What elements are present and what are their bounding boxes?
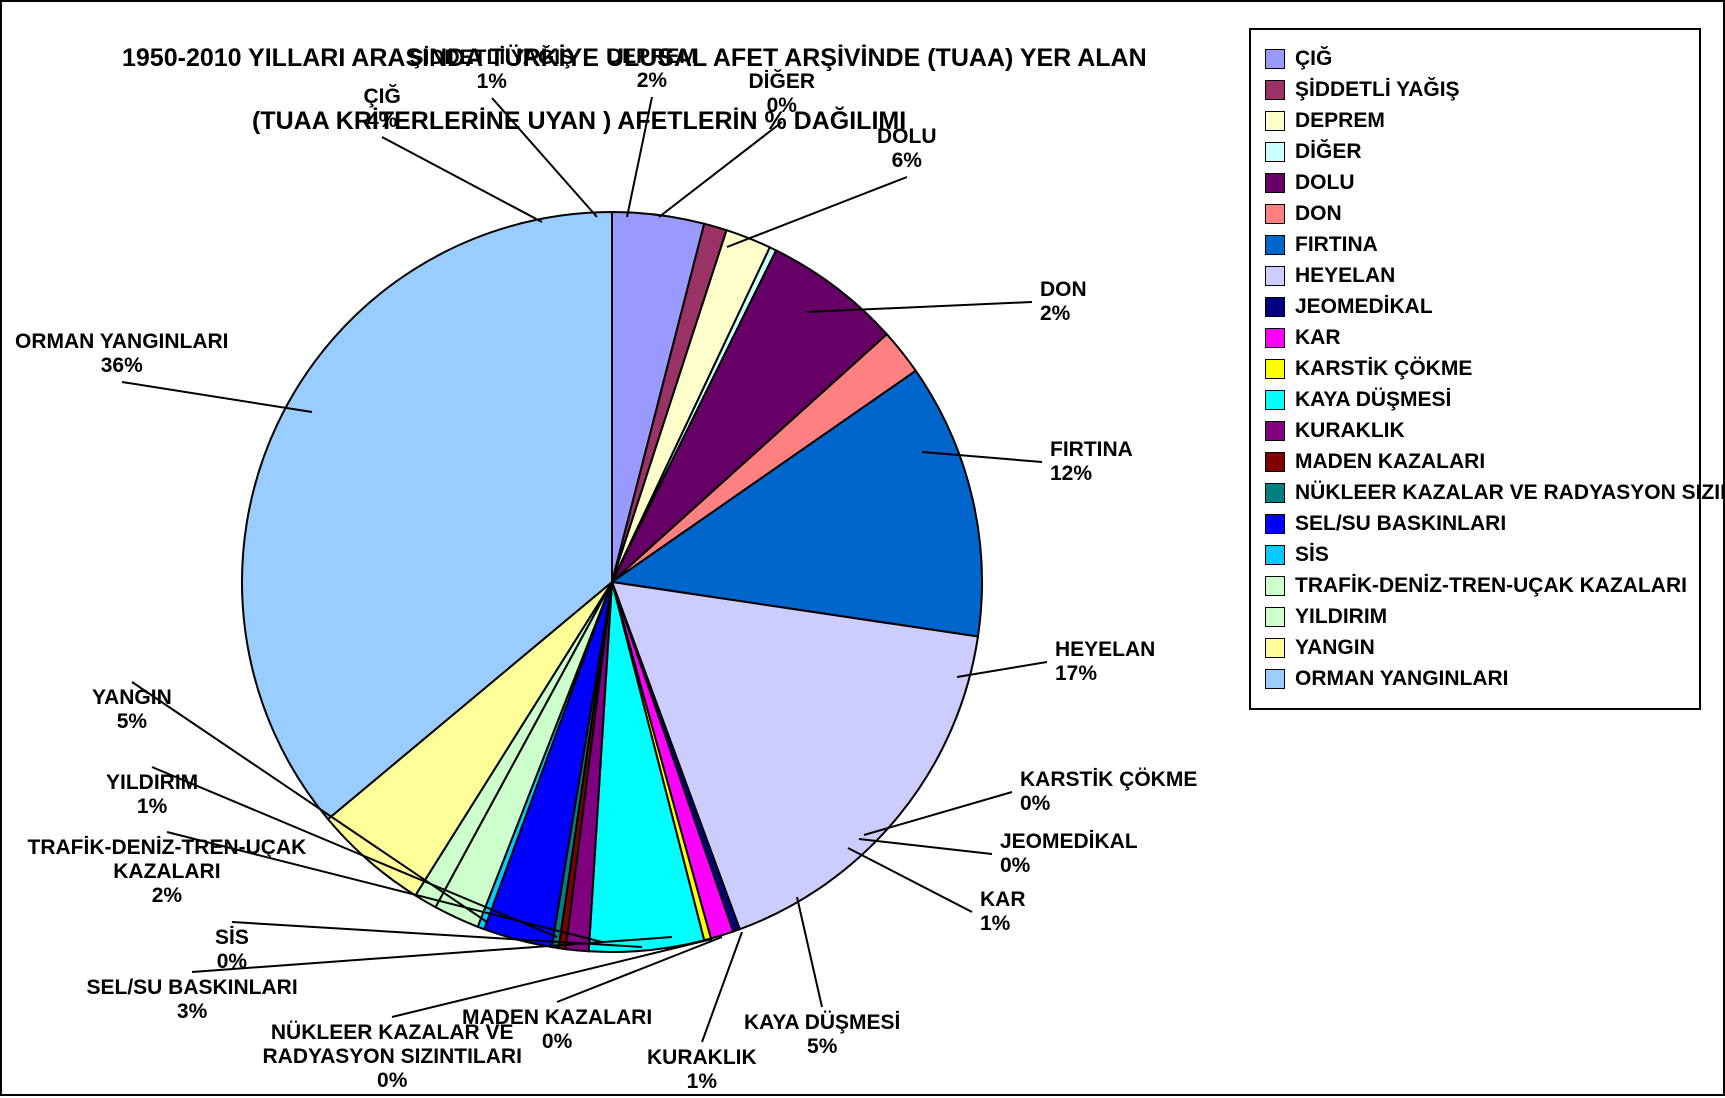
slice-label: KAR 1% — [980, 888, 1026, 936]
legend-swatch — [1265, 607, 1285, 627]
slice-label: DİĞER 0% — [749, 70, 816, 118]
legend-item: DİĞER — [1265, 140, 1685, 164]
legend-item: KURAKLIK — [1265, 419, 1685, 443]
legend-swatch — [1265, 545, 1285, 565]
leader-line — [859, 839, 992, 854]
legend-swatch — [1265, 142, 1285, 162]
legend-swatch — [1265, 576, 1285, 596]
leader-line — [727, 177, 907, 247]
legend-label: ŞİDDETLİ YAĞIŞ — [1295, 78, 1460, 102]
slice-label: HEYELAN 17% — [1055, 638, 1155, 686]
legend-item: NÜKLEER KAZALAR VE RADYASYON SIZINTILARI — [1265, 481, 1685, 505]
legend-label: KAR — [1295, 326, 1341, 350]
legend-swatch — [1265, 390, 1285, 410]
slice-label: DEPREM 2% — [607, 45, 697, 93]
slice-label: DOLU 6% — [877, 125, 937, 173]
legend-label: HEYELAN — [1295, 264, 1395, 288]
legend-label: ÇIĞ — [1295, 47, 1332, 71]
slice-label: DON 2% — [1040, 278, 1087, 326]
figure-frame: 1950-2010 YILLARI ARASINDA TÜRKİYE ULUSA… — [0, 0, 1725, 1096]
leader-line — [702, 932, 742, 1042]
legend-item: FIRTINA — [1265, 233, 1685, 257]
legend-item: TRAFİK-DENİZ-TREN-UÇAK KAZALARI — [1265, 574, 1685, 598]
legend-label: YILDIRIM — [1295, 605, 1387, 629]
leader-line — [797, 897, 822, 1007]
legend-swatch — [1265, 359, 1285, 379]
legend-item: SİS — [1265, 543, 1685, 567]
legend-label: TRAFİK-DENİZ-TREN-UÇAK KAZALARI — [1295, 574, 1687, 598]
legend-item: HEYELAN — [1265, 264, 1685, 288]
slice-label: ORMAN YANGINLARI 36% — [15, 330, 229, 378]
legend-swatch — [1265, 638, 1285, 658]
leader-line — [627, 97, 652, 217]
legend-label: KURAKLIK — [1295, 419, 1405, 443]
legend-swatch — [1265, 235, 1285, 255]
slice-label: SİS 0% — [215, 926, 249, 974]
legend-swatch — [1265, 173, 1285, 193]
legend-swatch — [1265, 452, 1285, 472]
leader-line — [492, 98, 597, 217]
legend-item: JEOMEDİKAL — [1265, 295, 1685, 319]
pie-chart-area: ÇIĞ 4%ŞİDDETLİ YAĞIŞ 1% DEPREM 2% DİĞER 0%… — [2, 2, 1202, 1098]
legend-swatch — [1265, 514, 1285, 534]
legend-label: KAYA DÜŞMESİ — [1295, 388, 1451, 412]
slice-label: KURAKLIK 1% — [647, 1046, 757, 1094]
legend-item: YILDIRIM — [1265, 605, 1685, 629]
legend-label: KARSTİK ÇÖKME — [1295, 357, 1472, 381]
legend-item: YANGIN — [1265, 636, 1685, 660]
slice-label: KARSTİK ÇÖKME 0% — [1020, 768, 1197, 816]
legend-swatch — [1265, 669, 1285, 689]
legend-swatch — [1265, 49, 1285, 69]
legend-item: DEPREM — [1265, 109, 1685, 133]
legend-label: MADEN KAZALARI — [1295, 450, 1485, 474]
legend-item: ŞİDDETLİ YAĞIŞ — [1265, 78, 1685, 102]
legend-label: DON — [1295, 202, 1342, 226]
legend-label: JEOMEDİKAL — [1295, 295, 1433, 319]
legend-label: YANGIN — [1295, 636, 1375, 660]
leader-line — [122, 382, 312, 412]
legend-label: NÜKLEER KAZALAR VE RADYASYON SIZINTILARI — [1295, 481, 1725, 505]
legend-item: DON — [1265, 202, 1685, 226]
slice-label: TRAFİK-DENİZ-TREN-UÇAK KAZALARI 2% — [28, 836, 307, 908]
legend-item: KARSTİK ÇÖKME — [1265, 357, 1685, 381]
legend-item: MADEN KAZALARI — [1265, 450, 1685, 474]
slice-label: ÇIĞ 4% — [364, 85, 401, 133]
slice-label: FIRTINA 12% — [1050, 438, 1133, 486]
legend-item: ÇIĞ — [1265, 47, 1685, 71]
legend-label: ORMAN YANGINLARI — [1295, 667, 1509, 691]
legend-swatch — [1265, 421, 1285, 441]
legend-label: DİĞER — [1295, 140, 1362, 164]
slice-label: SEL/SU BASKINLARI 3% — [87, 976, 298, 1024]
legend-label: DOLU — [1295, 171, 1355, 195]
slice-label: JEOMEDİKAL 0% — [1000, 830, 1138, 878]
legend-item: KAYA DÜŞMESİ — [1265, 388, 1685, 412]
slice-label: NÜKLEER KAZALAR VE RADYASYON SIZINTILARI… — [263, 1021, 522, 1093]
legend-swatch — [1265, 111, 1285, 131]
legend: ÇIĞ ŞİDDETLİ YAĞIŞ DEPREM DİĞER DOLU DON FIRTI… — [1249, 28, 1701, 710]
leader-line — [848, 848, 972, 912]
legend-swatch — [1265, 266, 1285, 286]
slice-label: ŞİDDETLİ YAĞIŞ 1% — [410, 46, 575, 94]
leader-line — [382, 137, 542, 222]
legend-label: SİS — [1295, 543, 1329, 567]
leader-line — [659, 122, 782, 217]
slice-label: KAYA DÜŞMESİ 5% — [744, 1011, 900, 1059]
legend-swatch — [1265, 483, 1285, 503]
legend-swatch — [1265, 297, 1285, 317]
legend-item: SEL/SU BASKINLARI — [1265, 512, 1685, 536]
legend-item: ORMAN YANGINLARI — [1265, 667, 1685, 691]
legend-item: KAR — [1265, 326, 1685, 350]
legend-label: DEPREM — [1295, 109, 1385, 133]
legend-swatch — [1265, 80, 1285, 100]
legend-item: DOLU — [1265, 171, 1685, 195]
slice-label: YILDIRIM 1% — [106, 771, 198, 819]
legend-label: SEL/SU BASKINLARI — [1295, 512, 1506, 536]
legend-swatch — [1265, 328, 1285, 348]
slice-label: YANGIN 5% — [92, 686, 172, 734]
legend-label: FIRTINA — [1295, 233, 1378, 257]
legend-swatch — [1265, 204, 1285, 224]
